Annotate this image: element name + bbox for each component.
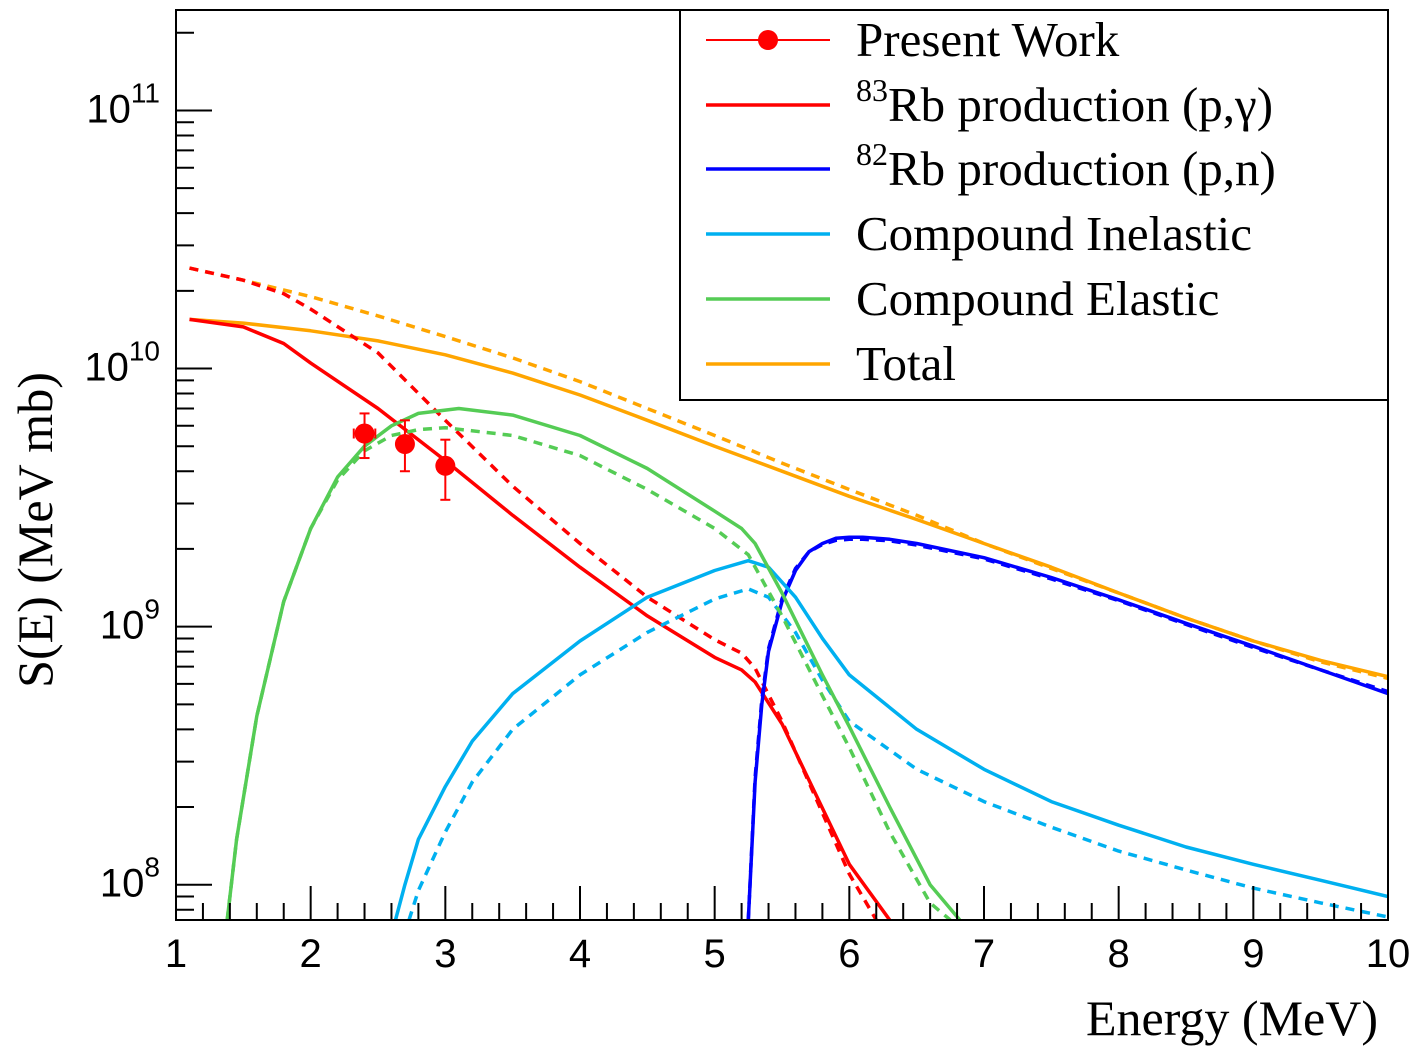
series-line-8 [407,587,1388,920]
series-line-9 [225,406,962,920]
x-tick-label: 1 [165,932,187,976]
axes-layer: 1 2 3 4 5 6 7 8 9 10 108 109 1010 1011 [84,9,1411,976]
y-tick-label: 1010 [84,336,160,390]
x-tick-label: 4 [569,932,591,976]
x-axis-label: Energy (MeV) [1086,990,1378,1046]
legend-label-rb82: 82Rb production (p,n) [856,136,1276,196]
x-tick-label: 7 [973,932,995,976]
x-tick-label: 8 [1108,932,1130,976]
x-tick-label: 5 [704,932,726,976]
legend-label-elas: Compound Elastic [856,271,1219,326]
legend-label-total: Total [856,336,956,391]
data-point-2 [394,434,415,455]
y-tick-label: 108 [100,852,160,906]
series-line-2 [189,266,1388,681]
data-point-3 [435,455,456,476]
y-axis-label: S(E) (MeV mb) [7,372,63,688]
x-tick-label: 3 [434,932,456,976]
data-points-layer [352,412,456,501]
x-tick-label: 6 [838,932,860,976]
legend-label-inel: Compound Inelastic [856,206,1252,261]
legend-label-present: Present Work [856,12,1120,67]
legend-box [679,9,1389,401]
series-line-6 [746,537,1388,920]
x-tick-label: 9 [1242,932,1264,976]
x-tick-label: 2 [300,932,322,976]
legend-label-rb83: 83Rb production (p,γ) [856,72,1273,132]
y-tick-label: 109 [100,594,160,648]
series-line-4 [189,266,878,920]
series-line-7 [393,558,1388,920]
y-tick-label: 1011 [86,77,160,131]
series-line-3 [189,317,892,920]
curves-layer [189,266,1388,920]
x-tick-label: 10 [1366,932,1411,976]
legend-marker-present [758,30,778,50]
data-point-1 [354,423,375,444]
